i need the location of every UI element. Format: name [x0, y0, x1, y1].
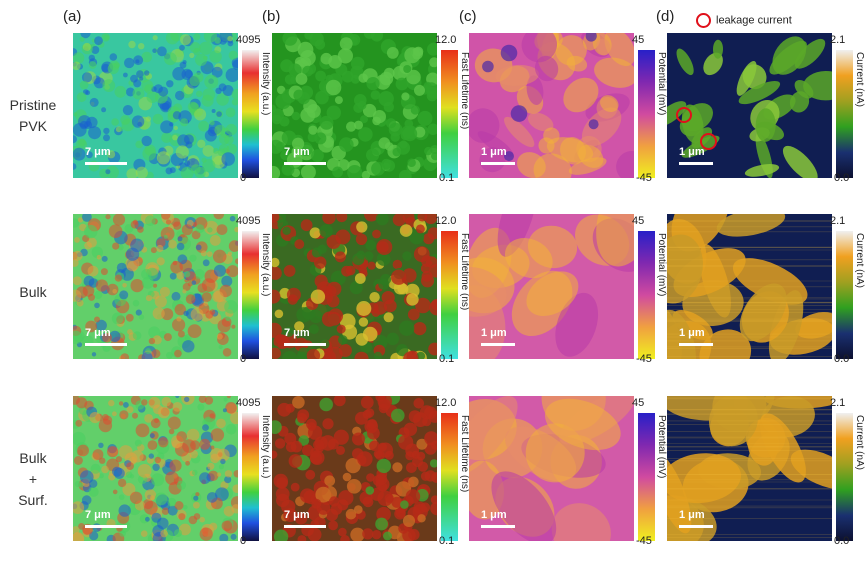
red-circle-icon	[696, 13, 711, 28]
colorbar-max: 12.0	[435, 397, 457, 409]
map-image: 1 μm	[469, 33, 634, 178]
colorbar-min: 0.0	[834, 353, 850, 365]
colorbar-title: Intensity (a.u.)	[260, 233, 271, 297]
colorbar-min: -45	[636, 353, 652, 365]
scale-bar-label: 7 μm	[284, 509, 310, 521]
row-label-line: Bulk	[19, 450, 47, 466]
map-image: 7 μm	[73, 214, 238, 359]
scale-bar: 7 μm	[85, 509, 127, 528]
colorbar-title: Current (nA)	[854, 52, 865, 108]
row-label-line: Bulk	[19, 284, 47, 300]
colorbar-max: 45	[632, 397, 645, 409]
colorbar-max: 2.1	[830, 397, 846, 409]
scale-bar-label: 7 μm	[284, 146, 310, 158]
colorbar-min: -45	[636, 172, 652, 184]
scale-bar-label: 1 μm	[481, 509, 507, 521]
colorbar-title: Potential (mV)	[656, 415, 667, 479]
row-label-line: Pristine	[9, 97, 57, 113]
colorbar-title: Potential (mV)	[656, 233, 667, 297]
map-image: 1 μm	[469, 214, 634, 359]
colorbar	[638, 231, 655, 359]
colorbar-min: 0.0	[834, 535, 850, 547]
scale-bar-label: 1 μm	[679, 509, 705, 521]
colorbar	[242, 50, 259, 178]
scale-bar: 1 μm	[481, 146, 515, 165]
scale-bar-label: 7 μm	[85, 509, 111, 521]
panel-label-d: (d)	[656, 8, 675, 25]
colorbar-max: 45	[632, 215, 645, 227]
colorbar-max: 4095	[236, 397, 261, 409]
colorbar-max: 12.0	[435, 215, 457, 227]
map-image: 7 μm	[73, 33, 238, 178]
scale-bar: 7 μm	[284, 327, 326, 346]
colorbar-title: Potential (mV)	[656, 52, 667, 116]
scale-bar: 7 μm	[85, 146, 127, 165]
colorbar-max: 4095	[236, 34, 261, 46]
map-image: 1 μm	[667, 33, 832, 178]
scale-bar: 7 μm	[284, 509, 326, 528]
scale-bar-label: 1 μm	[679, 146, 705, 158]
row-label-bulk: Bulk	[0, 282, 66, 303]
leakage-circle-icon	[676, 107, 692, 123]
colorbar-title: Intensity (a.u.)	[260, 415, 271, 479]
colorbar	[441, 413, 458, 541]
colorbar-min: 0.1	[439, 353, 455, 365]
row-label-line: +	[28, 471, 38, 487]
scale-bar-label: 7 μm	[284, 327, 310, 339]
row-label-bulk-surf: Bulk + Surf.	[0, 448, 66, 511]
map-image: 1 μm	[469, 396, 634, 541]
colorbar	[441, 231, 458, 359]
panel-label-c: (c)	[459, 8, 477, 25]
scale-bar-label: 7 μm	[85, 146, 111, 158]
colorbar	[836, 50, 853, 178]
colorbar	[242, 231, 259, 359]
scale-bar: 7 μm	[284, 146, 326, 165]
map-image: 7 μm	[272, 396, 437, 541]
colorbar-min: -45	[636, 535, 652, 547]
leakage-legend: leakage current	[696, 13, 792, 28]
scale-bar-label: 7 μm	[85, 327, 111, 339]
scale-bar: 7 μm	[85, 327, 127, 346]
colorbar-min: 0.1	[439, 535, 455, 547]
legend-text: leakage current	[716, 14, 792, 27]
colorbar	[836, 231, 853, 359]
colorbar	[638, 50, 655, 178]
row-label-line: Surf.	[18, 492, 48, 508]
colorbar-title: Current (nA)	[854, 233, 865, 289]
colorbar	[638, 413, 655, 541]
scale-bar: 1 μm	[679, 509, 713, 528]
scale-bar-label: 1 μm	[679, 327, 705, 339]
colorbar	[441, 50, 458, 178]
colorbar-title: Intensity (a.u.)	[260, 52, 271, 116]
colorbar-max: 45	[632, 34, 645, 46]
scale-bar: 1 μm	[481, 327, 515, 346]
scale-bar: 1 μm	[679, 146, 713, 165]
map-image: 7 μm	[272, 33, 437, 178]
map-image: 1 μm	[667, 396, 832, 541]
colorbar-max: 2.1	[830, 215, 846, 227]
panel-label-b: (b)	[262, 8, 281, 25]
scale-bar-label: 1 μm	[481, 146, 507, 158]
map-image: 1 μm	[667, 214, 832, 359]
scale-bar: 1 μm	[481, 509, 515, 528]
colorbar	[836, 413, 853, 541]
panel-label-a: (a)	[63, 8, 82, 25]
colorbar-min: 0.1	[439, 172, 455, 184]
colorbar-min: 0.0	[834, 172, 850, 184]
scale-bar-label: 1 μm	[481, 327, 507, 339]
row-label-line: PVK	[18, 118, 47, 134]
scale-bar: 1 μm	[679, 327, 713, 346]
colorbar	[242, 413, 259, 541]
colorbar-max: 2.1	[830, 34, 846, 46]
colorbar-max: 4095	[236, 215, 261, 227]
map-image: 7 μm	[272, 214, 437, 359]
leakage-circle-icon	[700, 133, 717, 150]
colorbar-min: 0	[240, 353, 247, 365]
colorbar-min: 0	[240, 172, 247, 184]
row-label-pristine: Pristine PVK	[0, 95, 66, 137]
map-image: 7 μm	[73, 396, 238, 541]
colorbar-max: 12.0	[435, 34, 457, 46]
colorbar-title: Current (nA)	[854, 415, 865, 471]
colorbar-min: 0	[240, 535, 247, 547]
